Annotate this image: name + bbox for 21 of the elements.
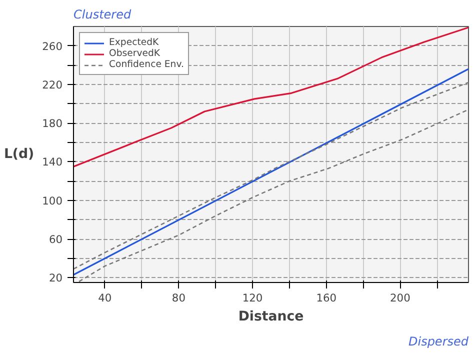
x-tick-label: 120: [242, 292, 263, 304]
y-tick-label: 100: [42, 194, 63, 208]
x-tick-label: 40: [98, 292, 112, 304]
x-axis-title: Distance: [238, 310, 304, 324]
line-series: [74, 26, 468, 168]
y-tick-label: 140: [42, 156, 63, 169]
x-tick-label: 80: [172, 292, 186, 304]
y-tick-label: 260: [42, 40, 63, 53]
legend-label: ObservedK: [109, 48, 160, 59]
y-tick-label: 20: [48, 272, 63, 285]
text: Dispersed: [408, 334, 469, 348]
y-tick-label: 220: [42, 78, 63, 92]
legend-label: ExpectedK: [109, 37, 159, 48]
line-series: [78, 108, 468, 282]
y-tick-label: 180: [42, 117, 63, 130]
x-tick-label: 200: [390, 292, 411, 304]
legend-label: Confidence Env.: [109, 59, 184, 70]
y-tick-label: 60: [48, 233, 63, 246]
text: Clustered: [74, 8, 132, 22]
y-axis-title: L(d): [4, 147, 34, 162]
x-tick-label: 160: [316, 292, 337, 304]
